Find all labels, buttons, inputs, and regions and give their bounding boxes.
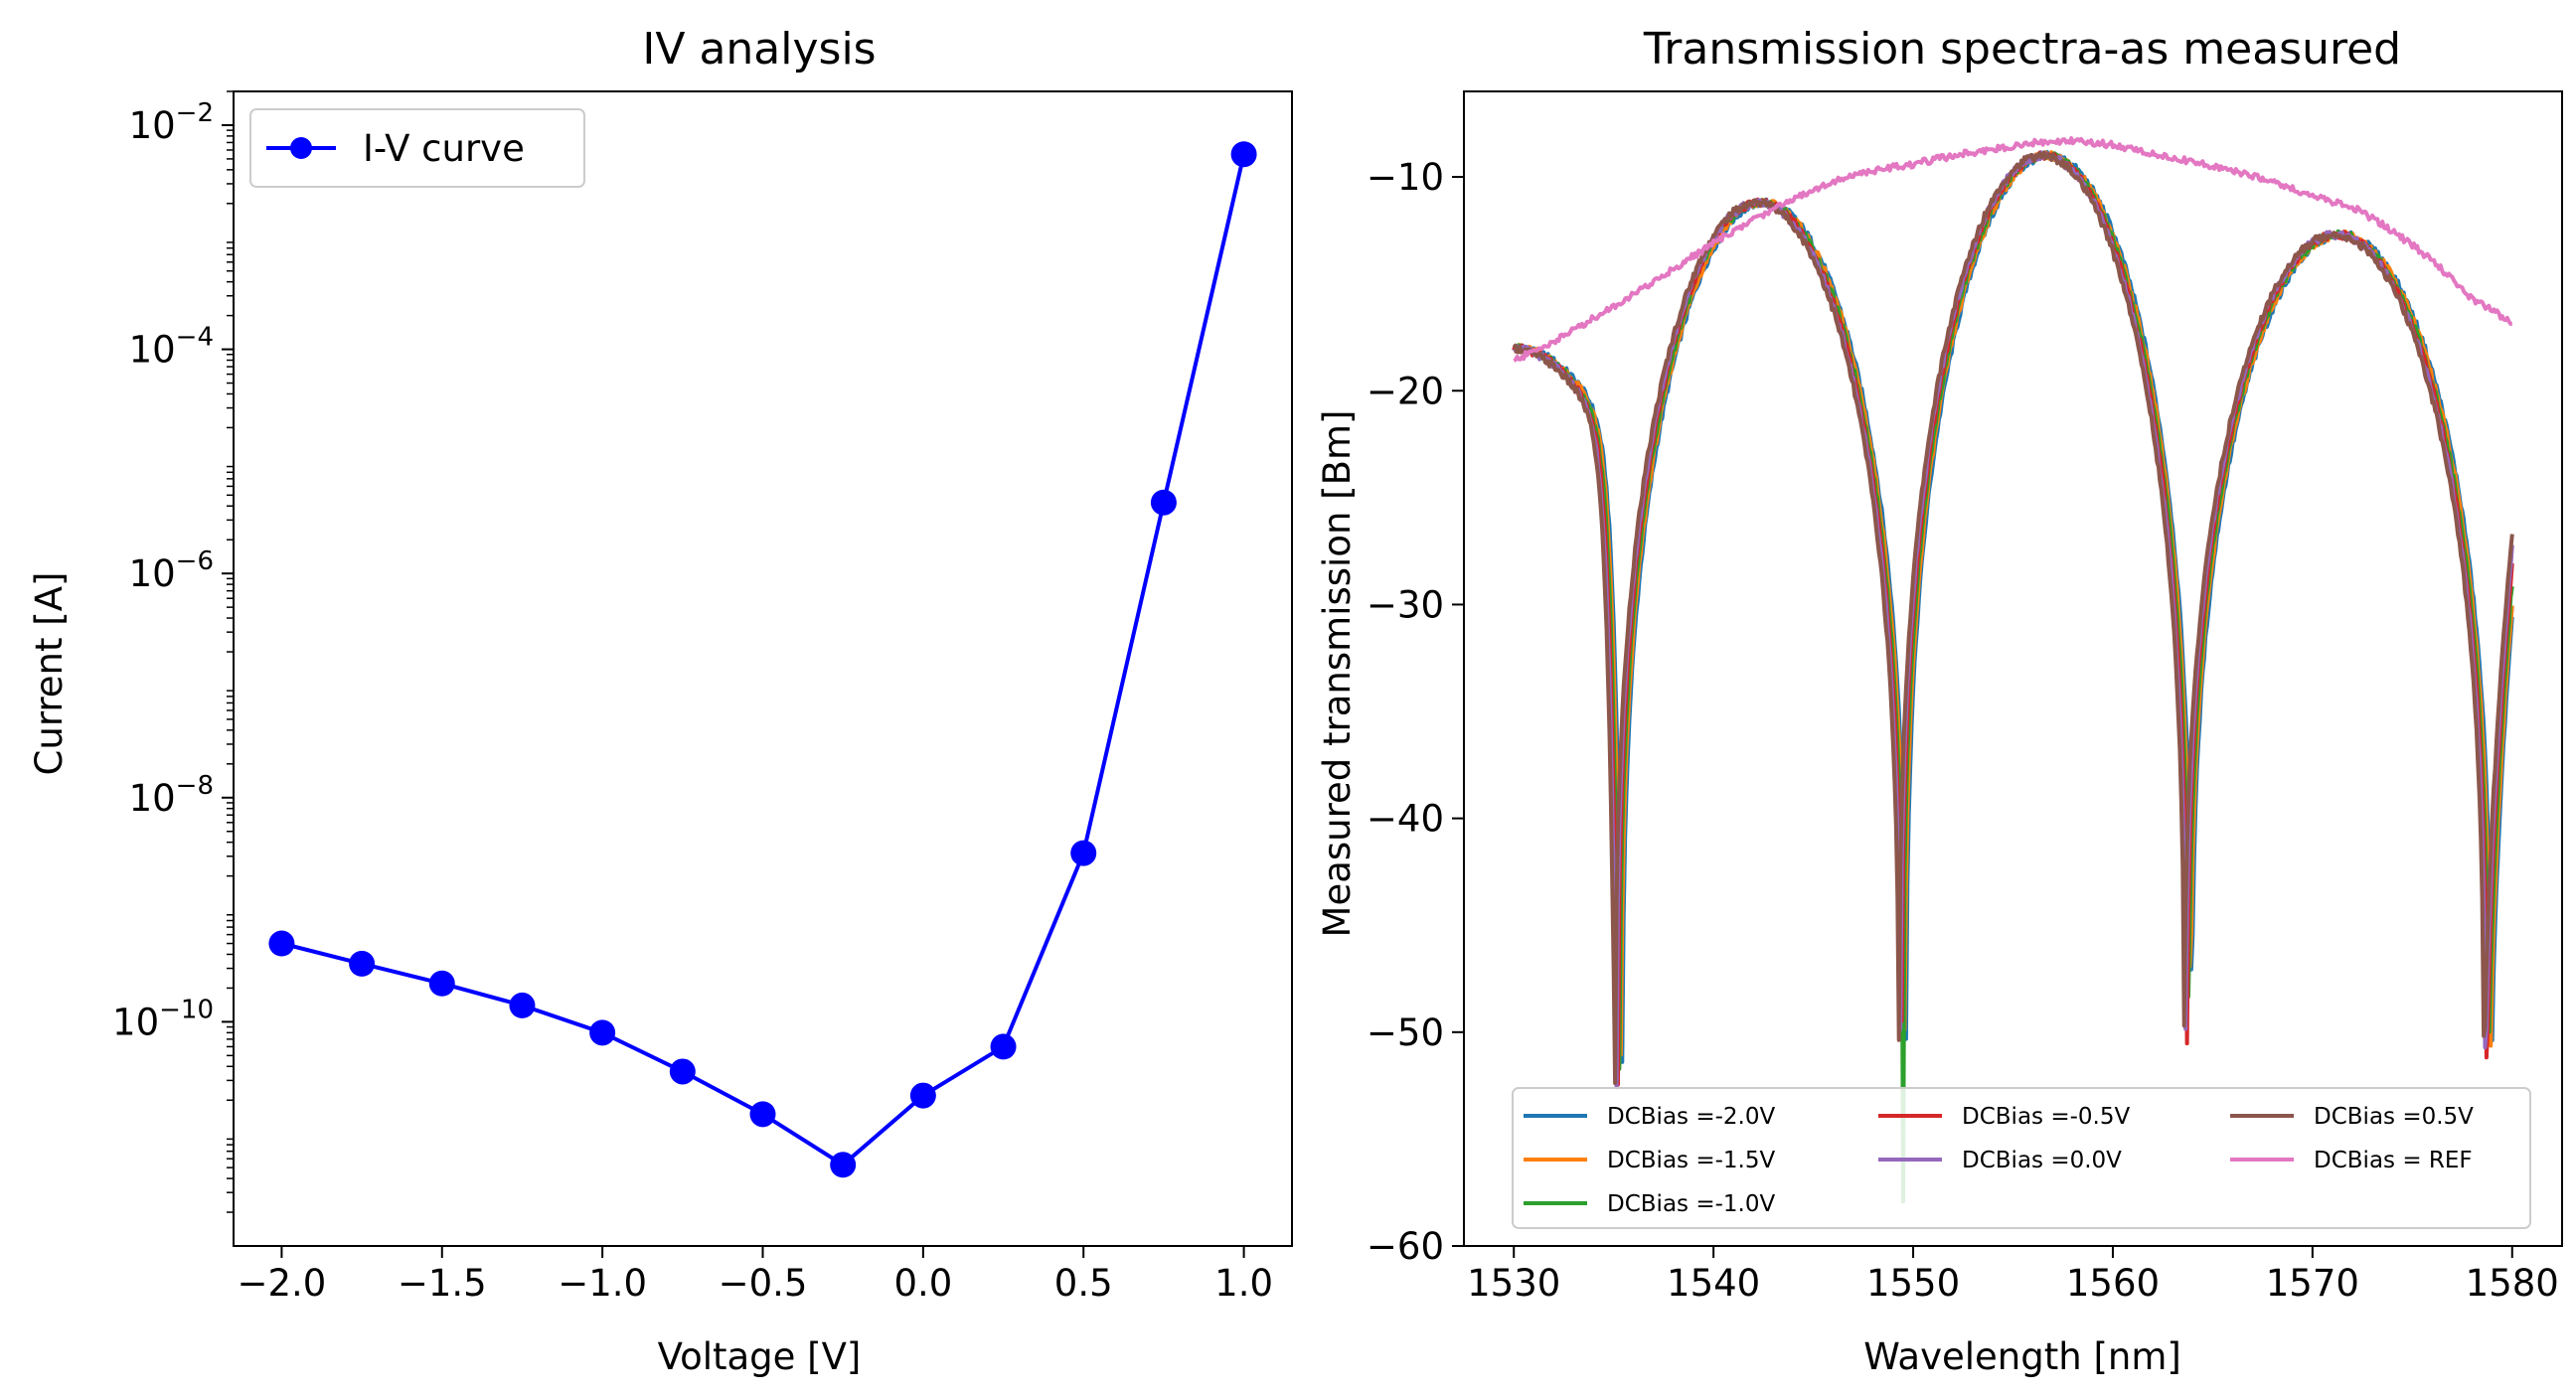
iv-y-tick-label: 10−4 bbox=[129, 323, 214, 372]
tx-legend-label: DCBias =-0.5V bbox=[1962, 1104, 2130, 1130]
iv-data-point bbox=[428, 970, 455, 997]
iv-x-tick-label: 1.0 bbox=[1214, 1262, 1273, 1305]
tx-spectrum-line bbox=[1512, 150, 2514, 1087]
tx-spectrum-line bbox=[1513, 150, 2514, 1090]
iv-plot-area: −2.0 −1.5 −1.0 −0.5 0.0 0.5 1.0 10−10 10−8 10−6 10… bbox=[112, 90, 1293, 1305]
iv-data-point bbox=[268, 930, 295, 957]
iv-data-point bbox=[669, 1058, 696, 1085]
iv-x-axis-label: Voltage [V] bbox=[658, 1335, 862, 1378]
iv-legend-box bbox=[249, 108, 585, 188]
tx-y-tick-label: −40 bbox=[1367, 798, 1444, 841]
iv-y-tick-label: 10−8 bbox=[129, 771, 214, 820]
tx-legend-item: DCBias = REF bbox=[2230, 1148, 2473, 1173]
transmission-spectra-chart: Transmission spectra-as measured 1530 154… bbox=[1316, 24, 2563, 1378]
tx-legend-item: DCBias =-2.0V bbox=[1524, 1104, 1775, 1130]
iv-axes-frame bbox=[233, 90, 1293, 1247]
tx-legend-box bbox=[1512, 1087, 2531, 1229]
tx-x-tick-label: 1540 bbox=[1667, 1262, 1760, 1305]
tx-plot-area: 1530 1540 1550 1560 1570 1580 −60 −50 −40 −30 −20 −… bbox=[1367, 90, 2563, 1305]
tx-y-tick-label: −30 bbox=[1367, 583, 1444, 626]
iv-data-point bbox=[1230, 141, 1257, 168]
iv-data-point bbox=[1150, 489, 1177, 516]
iv-curve-line bbox=[280, 153, 1246, 1167]
iv-x-tick-label: 0.0 bbox=[893, 1262, 952, 1305]
tx-spectrum-line bbox=[1512, 150, 2514, 1086]
tx-spectrum-line bbox=[1513, 150, 2514, 1057]
tx-x-tick-label: 1580 bbox=[2466, 1262, 2559, 1305]
tx-chart-title: Transmission spectra-as measured bbox=[1643, 24, 2401, 75]
tx-legend-item: DCBias =-0.5V bbox=[1878, 1104, 2130, 1130]
tx-y-tick-label: −20 bbox=[1367, 370, 1444, 412]
tx-legend-label: DCBias = REF bbox=[2314, 1148, 2473, 1173]
iv-data-point bbox=[749, 1101, 776, 1128]
tx-axes-frame bbox=[1463, 90, 2563, 1247]
iv-legend-marker bbox=[290, 137, 312, 159]
tx-legend-label: DCBias =0.0V bbox=[1962, 1148, 2122, 1173]
tx-y-tick-label: −60 bbox=[1367, 1225, 1444, 1268]
tx-x-axis-label: Wavelength [nm] bbox=[1863, 1335, 2181, 1378]
tx-x-tick-label: 1530 bbox=[1467, 1262, 1560, 1305]
iv-y-tick-label: 10−10 bbox=[112, 995, 214, 1043]
iv-y-axis-label: Current [A] bbox=[28, 572, 71, 776]
tx-legend-item: DCBias =-1.0V bbox=[1524, 1191, 1775, 1217]
tx-legend-label: DCBias =-2.0V bbox=[1607, 1104, 1775, 1130]
tx-legend-label: DCBias =0.5V bbox=[2314, 1104, 2474, 1130]
iv-data-point bbox=[509, 992, 536, 1018]
iv-x-tick-label: −2.0 bbox=[237, 1262, 326, 1305]
tx-spectrum-line bbox=[1512, 151, 2514, 1204]
iv-x-tick-label: −1.0 bbox=[558, 1262, 647, 1305]
iv-data-point bbox=[830, 1152, 857, 1178]
tx-legend-item: DCBias =0.5V bbox=[2230, 1104, 2474, 1130]
iv-data-point bbox=[349, 950, 376, 977]
tx-reference-line bbox=[1513, 136, 2513, 363]
iv-data-point bbox=[1070, 840, 1097, 866]
iv-y-tick-label: 10−6 bbox=[129, 546, 214, 595]
tx-legend: DCBias =-2.0V DCBias =-1.5V DCBias =-1.0… bbox=[1512, 1087, 2531, 1229]
tx-y-axis-label: Measured transmission [Bm] bbox=[1316, 410, 1359, 938]
iv-x-tick-label: 0.5 bbox=[1054, 1262, 1113, 1305]
iv-data-point bbox=[909, 1082, 936, 1109]
tx-legend-item: DCBias =-1.5V bbox=[1524, 1148, 1775, 1173]
tx-legend-label: DCBias =-1.0V bbox=[1607, 1191, 1775, 1217]
iv-analysis-chart: IV analysis −2.0 −1.5 −1.0 −0.5 0.0 0.5 1.0 10−… bbox=[28, 24, 1293, 1378]
tx-x-tick-label: 1550 bbox=[1866, 1262, 1960, 1305]
iv-legend-label: I-V curve bbox=[363, 127, 525, 170]
tx-x-tick-label: 1560 bbox=[2066, 1262, 2160, 1305]
iv-chart-title: IV analysis bbox=[642, 24, 876, 75]
iv-y-tick-label: 10−2 bbox=[129, 98, 214, 147]
iv-legend: I-V curve bbox=[249, 108, 585, 188]
tx-spectrum-line bbox=[1512, 150, 2514, 1064]
iv-x-tick-label: −1.5 bbox=[398, 1262, 487, 1305]
tx-y-tick-label: −50 bbox=[1367, 1011, 1444, 1054]
iv-data-point bbox=[589, 1019, 616, 1046]
tx-x-tick-label: 1570 bbox=[2266, 1262, 2359, 1305]
tx-legend-label: DCBias =-1.5V bbox=[1607, 1148, 1775, 1173]
iv-data-point bbox=[990, 1033, 1017, 1060]
tx-legend-item: DCBias =0.0V bbox=[1878, 1148, 2122, 1173]
iv-x-tick-label: −0.5 bbox=[719, 1262, 808, 1305]
tx-y-tick-label: −10 bbox=[1367, 156, 1444, 199]
